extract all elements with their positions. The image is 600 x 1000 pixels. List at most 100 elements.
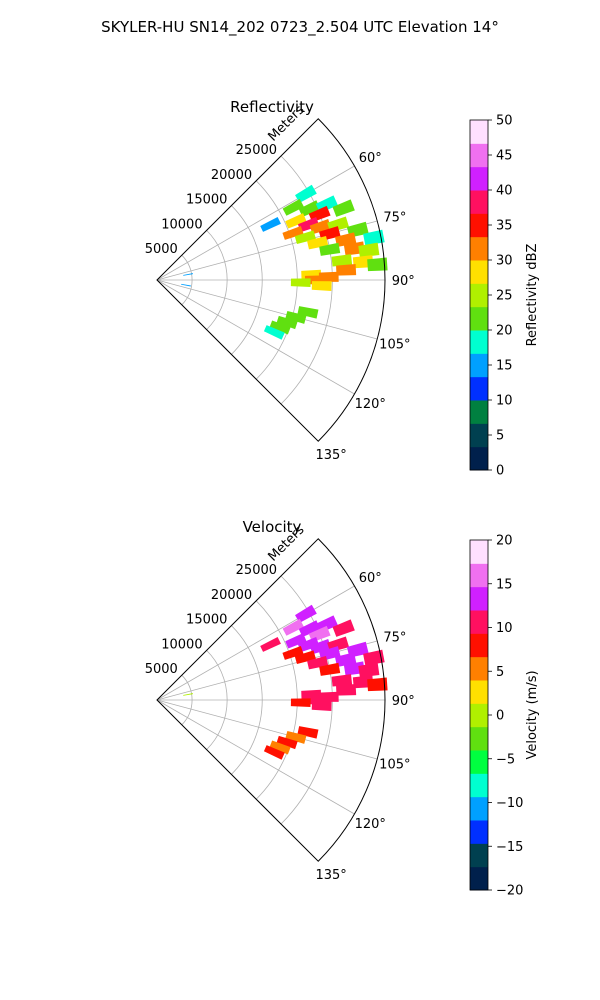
radial-tick-label: 25000: [236, 563, 277, 578]
echo-cell: [298, 200, 321, 218]
colorbar-segment: [470, 540, 488, 564]
echo-cell: [311, 701, 332, 711]
echo-cell: [331, 674, 353, 687]
echo-cell: [282, 618, 305, 636]
colorbar-segment: [470, 610, 488, 634]
colorbar-segment: [470, 260, 488, 284]
colorbar-tick-label: −5: [496, 752, 515, 767]
azimuth-gridline: [156, 165, 355, 281]
echo-cell: [295, 604, 317, 623]
azimuth-tick-label: 105°: [379, 338, 410, 353]
colorbar-segment: [470, 353, 488, 378]
radial-tick-label: 10000: [161, 217, 202, 232]
echo-cell: [282, 225, 304, 240]
echo-cell: [336, 684, 357, 696]
colorbar-segment: [470, 586, 488, 611]
colorbar-tick-label: 45: [496, 149, 513, 164]
echo-cell: [290, 698, 311, 707]
echo-cell: [285, 633, 307, 649]
velocity-panel: Velocity 5000 10000 15000 20000 25000 60° 75° 90…: [145, 518, 540, 899]
azimuth-gridline: [156, 699, 355, 815]
colorbar-segment: [470, 330, 488, 354]
azimuth-tick-label: 135°: [315, 448, 346, 463]
colorbar-segment: [470, 563, 488, 588]
radial-tick-label: 5000: [145, 662, 178, 677]
echo-cell: [260, 216, 281, 232]
colorbar-tick-label: 0: [496, 464, 504, 479]
colorbar-tick-label: −15: [496, 840, 523, 855]
echo-cell: [298, 620, 321, 638]
figure-title: SKYLER-HU SN14_202 0723_2.504 UTC Elevat…: [101, 18, 499, 37]
echo-cell: [181, 283, 191, 287]
echo-cell: [358, 662, 380, 678]
echo-cell: [334, 232, 357, 247]
radial-tick-label: 20000: [211, 588, 252, 603]
echo-cell: [297, 636, 320, 653]
colorbar-segment: [470, 866, 488, 891]
radial-tick-label: 25000: [236, 143, 277, 158]
echo-cell: [276, 735, 298, 750]
echo-cell: [319, 242, 341, 256]
echo-cell: [295, 184, 317, 203]
colorbar-segment: [470, 236, 488, 261]
colorbar-tick-label: 30: [496, 254, 513, 269]
reflectivity-panel: Reflectivity 5000 10000 15000 20000 25000 60° 7…: [145, 98, 540, 479]
echo-cell: [332, 199, 355, 217]
colorbar-tick-label: 20: [496, 324, 513, 339]
azimuth-tick-label: 90°: [392, 274, 415, 289]
radial-tick-label: 10000: [161, 637, 202, 652]
colorbar-segment: [470, 423, 488, 448]
echo-cell: [263, 745, 285, 760]
echo-cell: [260, 636, 281, 652]
echo-cell: [183, 693, 194, 696]
colorbar-segment: [470, 166, 488, 191]
colorbar-tick-label: 25: [496, 289, 513, 304]
colorbar-tick-label: 50: [496, 114, 513, 129]
echo-cell: [332, 619, 355, 637]
colorbar-label: Reflectivity dBZ: [525, 244, 540, 347]
echo-cell: [309, 639, 332, 655]
echo-cell: [319, 662, 341, 676]
colorbar-tick-label: −20: [496, 884, 523, 899]
echo-cell: [294, 650, 317, 665]
echo-cell: [311, 281, 332, 291]
colorbar-segment: [470, 750, 488, 774]
echo-cell: [297, 726, 319, 739]
echo-cell: [363, 649, 385, 666]
colorbar-segment: [470, 773, 488, 798]
azimuth-tick-label: 105°: [379, 758, 410, 773]
echo-cell: [297, 306, 319, 319]
colorbar-tick-label: 0: [496, 709, 504, 724]
colorbar-tick-label: 15: [496, 359, 513, 374]
colorbar-segment: [470, 680, 488, 704]
colorbar-tick-label: 40: [496, 184, 513, 199]
echo-cell: [367, 677, 388, 692]
colorbar-label: Velocity (m/s): [525, 670, 540, 759]
azimuth-tick-label: 75°: [383, 210, 406, 225]
colorbar-segment: [470, 446, 488, 471]
colorbar-segment: [470, 726, 488, 751]
colorbar-segment: [470, 703, 488, 728]
colorbar-segment: [470, 400, 488, 424]
azimuth-tick-label: 135°: [315, 868, 346, 883]
radial-tick-label: 20000: [211, 168, 252, 183]
azimuth-tick-label: 60°: [359, 151, 382, 166]
azimuth-tick-label: 120°: [355, 817, 386, 832]
colorbar-segment: [470, 120, 488, 144]
panel-title: Velocity: [243, 518, 302, 536]
azimuth-tick-label: 90°: [392, 694, 415, 709]
colorbar-segment: [470, 213, 488, 238]
azimuth-gridline: [156, 279, 355, 395]
echo-cell: [290, 278, 311, 287]
echo-cell: [263, 325, 285, 340]
colorbar-tick-label: 5: [496, 429, 504, 444]
echo-cell: [331, 254, 353, 267]
echo-cell: [297, 216, 320, 233]
echo-cell: [282, 645, 304, 660]
azimuth-gridline: [156, 220, 378, 281]
colorbar-segment: [470, 843, 488, 868]
colorbar-tick-label: 35: [496, 219, 513, 234]
echo-cell: [363, 229, 385, 246]
azimuth-gridline: [156, 585, 355, 701]
